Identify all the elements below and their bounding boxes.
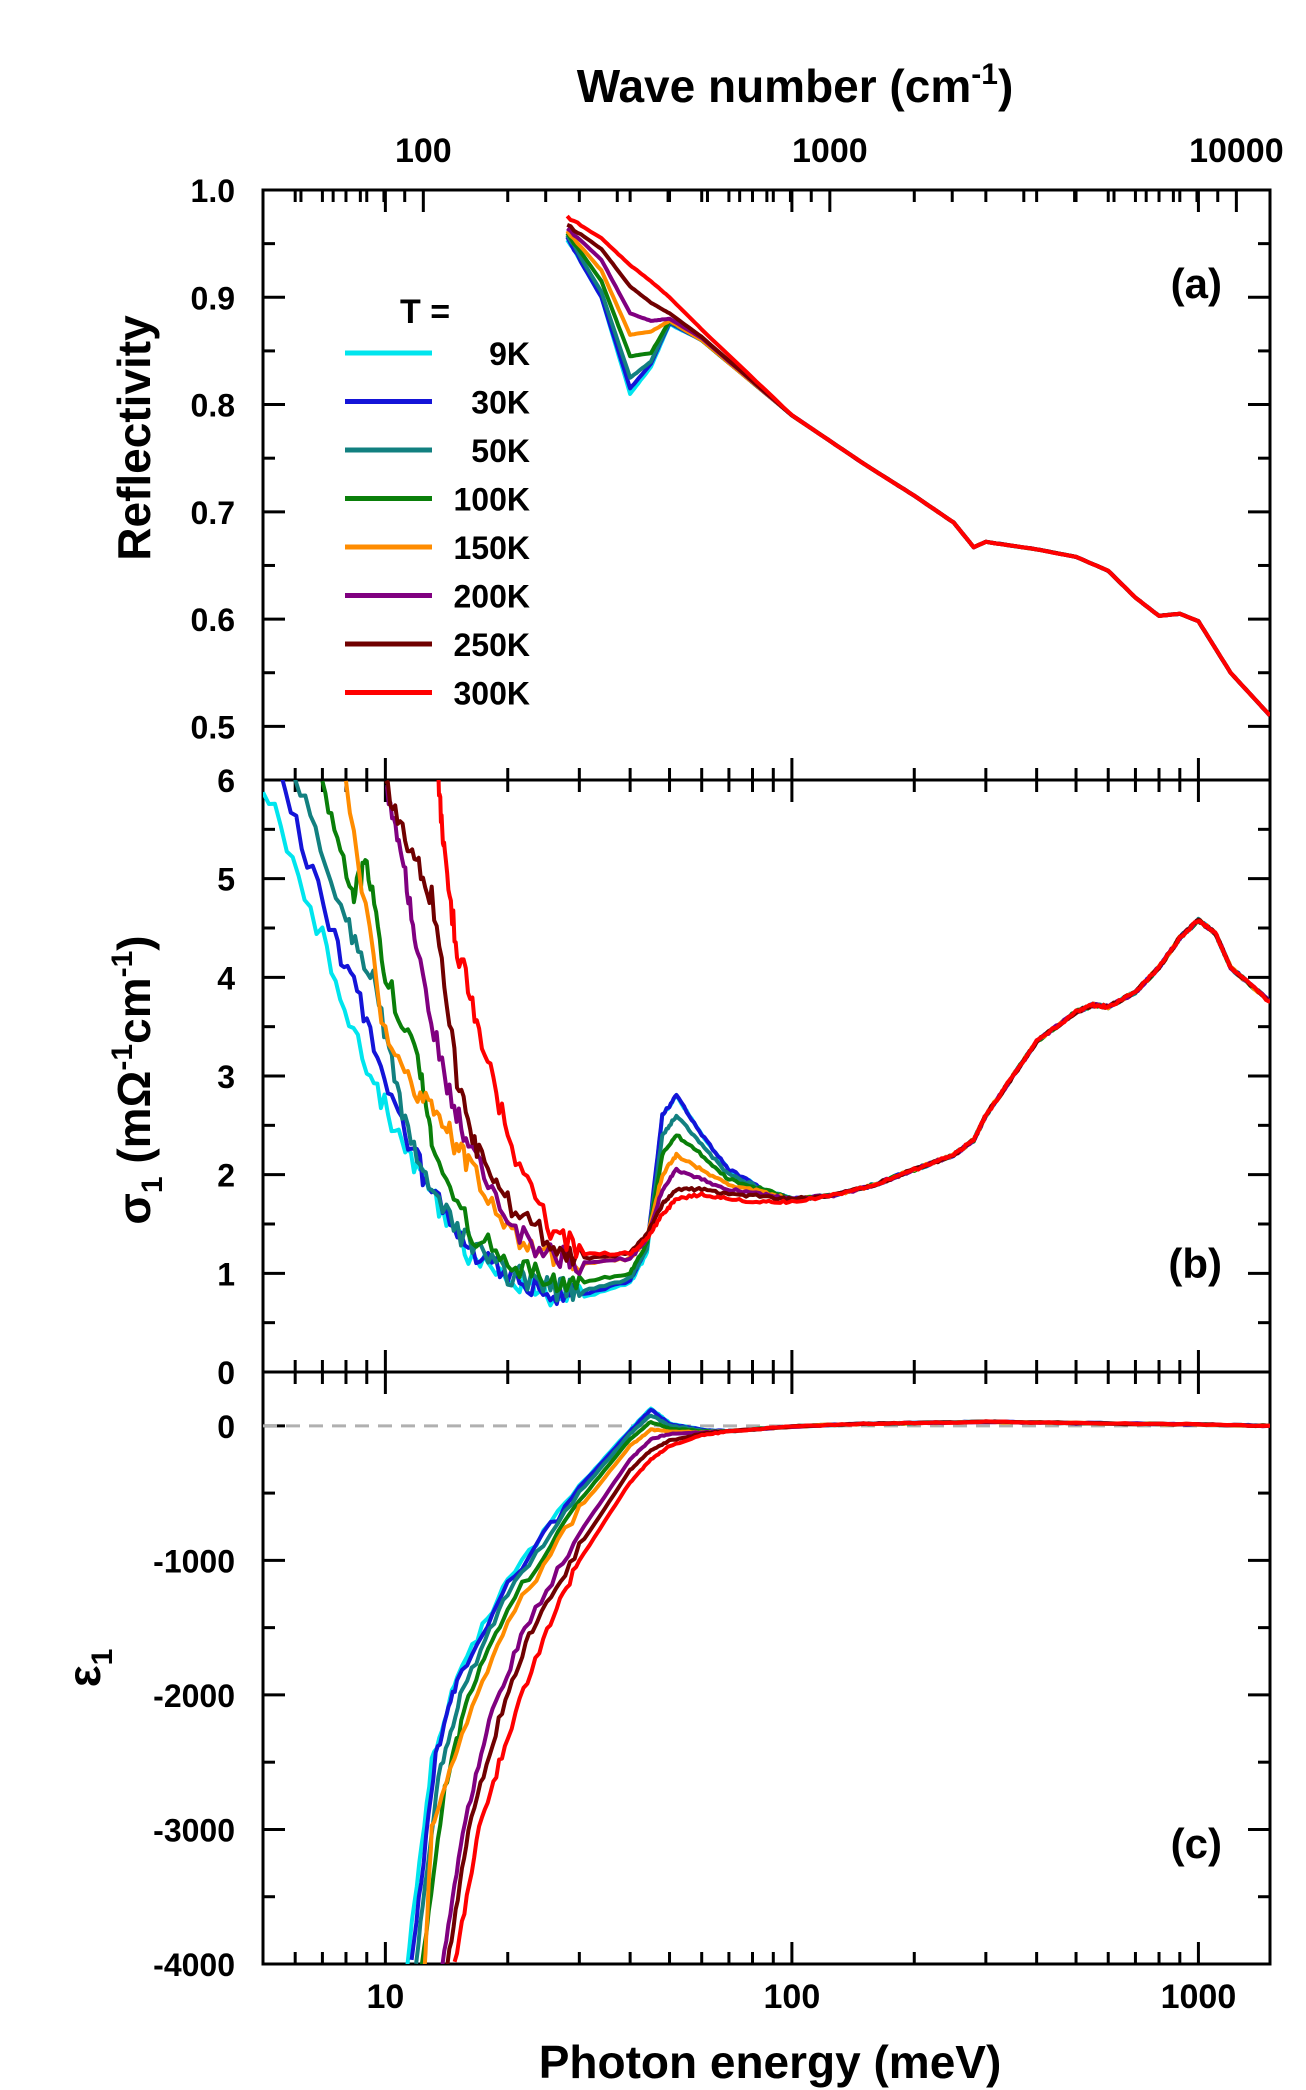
panel-a-series (565, 214, 1270, 717)
y-tick-label: 1.0 (191, 173, 235, 209)
series-line-9K (405, 1406, 1270, 1964)
series-line-200K (385, 785, 1270, 1276)
axes-layer: 10 100 1000 0.5 0.6 0.7 0.8 0.9 1.0 0 1 2 3 4 5 6 -4000 -… (153, 173, 1270, 2016)
y-tick-label: 3 (217, 1059, 235, 1095)
panel-c-frame (261, 1370, 1272, 1966)
panel-c-ylabel: ε1 (58, 1649, 119, 1688)
series-line-100K (565, 231, 1270, 717)
series-line-300K (452, 1419, 1270, 1963)
panel-c-tag: (c) (1171, 1820, 1222, 1867)
panel-b-series (263, 780, 1270, 1308)
series-line-50K (414, 1413, 1270, 1964)
legend-title: T = (400, 293, 450, 331)
top-tick-label: 10000 (1189, 132, 1284, 170)
legend-label-250K: 250K (454, 627, 531, 663)
top-tick-label: 100 (395, 132, 452, 170)
y-tick-label: -3000 (153, 1812, 235, 1848)
legend-label-30K: 30K (471, 385, 530, 421)
y-tick-label: -2000 (153, 1678, 235, 1714)
y-tick-label: 0.8 (191, 388, 235, 424)
series-line-50K (565, 234, 1270, 717)
panel-b-frame (261, 778, 1272, 1374)
series-line-150K (422, 1419, 1270, 1964)
y-tick-label: 0 (217, 1409, 235, 1445)
legend-label-50K: 50K (471, 433, 530, 469)
x-axis-title: Photon energy (meV) (539, 2036, 1002, 2088)
y-tick-label: 0 (217, 1355, 235, 1391)
legend: T = 9K 30K 50K 100K 150K 200K 250K 300K (345, 293, 530, 712)
legend-label-150K: 150K (454, 530, 531, 566)
y-tick-label: 0.5 (191, 709, 235, 745)
series-line-300K (436, 780, 1270, 1259)
series-line-30K (565, 235, 1270, 717)
y-tick-label: 6 (217, 763, 235, 799)
legend-label-200K: 200K (454, 579, 531, 615)
panel-a-ylabel: Reflectivity (108, 315, 160, 561)
top-axis-title: Wave number (cm-1) (577, 58, 1014, 112)
series-line-50K (293, 780, 1270, 1303)
series-line-100K (419, 1419, 1270, 1964)
y-tick-label: 5 (217, 862, 235, 898)
panel-b-tag: (b) (1168, 1240, 1222, 1287)
series-line-9K (565, 238, 1270, 717)
y-tick-label: 0.6 (191, 602, 235, 638)
series-line-30K (280, 780, 1270, 1306)
top-tick-label: 1000 (792, 132, 868, 170)
x-tick-label: 1000 (1161, 1978, 1237, 2016)
x-tick-label: 100 (764, 1978, 821, 2016)
y-tick-label: 0.9 (191, 280, 235, 316)
series-line-150K (565, 229, 1270, 717)
panel-a-tag: (a) (1171, 260, 1222, 307)
series-line-30K (409, 1407, 1270, 1961)
legend-label-9K: 9K (489, 336, 530, 372)
y-tick-label: 4 (217, 960, 235, 996)
series-line-100K (320, 780, 1270, 1294)
series-line-250K (384, 780, 1270, 1267)
y-tick-label: 1 (217, 1256, 235, 1292)
legend-label-300K: 300K (454, 676, 531, 712)
series-line-300K (565, 214, 1270, 717)
y-tick-label: -1000 (153, 1543, 235, 1579)
y-tick-label: 2 (217, 1158, 235, 1194)
panel-b-ylabel: σ1 (mΩ-1cm-1) (106, 935, 169, 1224)
panel-c-series (405, 1406, 1270, 1964)
legend-label-100K: 100K (454, 482, 531, 518)
y-tick-label: 0.7 (191, 495, 235, 531)
y-tick-label: -4000 (153, 1947, 235, 1983)
x-tick-label: 10 (366, 1978, 404, 2016)
